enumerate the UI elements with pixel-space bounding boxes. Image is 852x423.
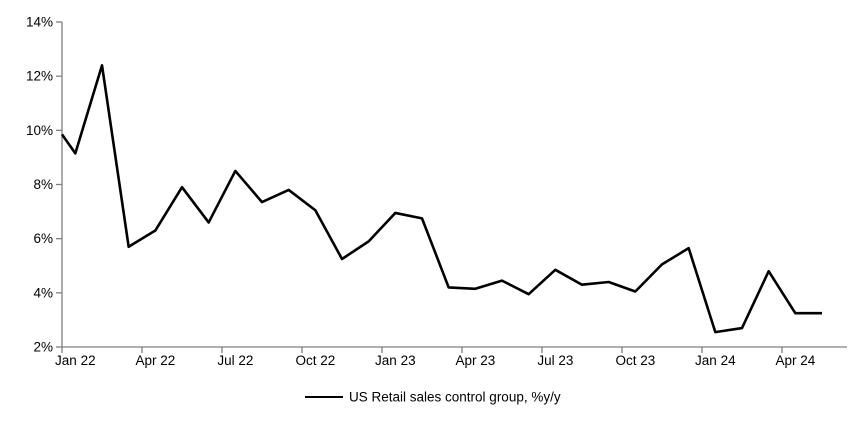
x-tick-label: Jan 23 xyxy=(375,353,416,368)
x-tick-label: Apr 24 xyxy=(775,353,815,368)
y-tick-label: 10% xyxy=(26,123,53,138)
x-tick-label: Jan 22 xyxy=(55,353,96,368)
x-tick-label: Jul 22 xyxy=(217,353,253,368)
series-line-retail-control-group xyxy=(60,64,822,334)
y-axis-ticks xyxy=(56,21,62,348)
x-axis-ticks xyxy=(61,347,783,353)
y-axis-labels: 2% 4% 6% 8% 10% 12% 14% xyxy=(26,15,53,355)
y-tick-label: 6% xyxy=(33,231,53,246)
x-tick-label: Oct 23 xyxy=(615,353,655,368)
x-tick-label: Apr 23 xyxy=(455,353,495,368)
x-axis-labels: Jan 22 Apr 22 Jul 22 Oct 22 Jan 23 Apr 23 Jul … xyxy=(55,353,816,368)
legend: US Retail sales control group, %y/y xyxy=(305,390,561,405)
x-tick-label: Oct 22 xyxy=(295,353,335,368)
y-tick-label: 4% xyxy=(33,285,53,300)
x-tick-label: Jan 24 xyxy=(695,353,736,368)
y-tick-label: 8% xyxy=(33,177,53,192)
x-tick-label: Jul 23 xyxy=(537,353,573,368)
y-tick-label: 14% xyxy=(26,15,53,30)
legend-label: US Retail sales control group, %y/y xyxy=(349,390,561,405)
x-tick-label: Apr 22 xyxy=(135,353,175,368)
y-tick-label: 2% xyxy=(33,340,53,355)
y-tick-label: 12% xyxy=(26,69,53,84)
